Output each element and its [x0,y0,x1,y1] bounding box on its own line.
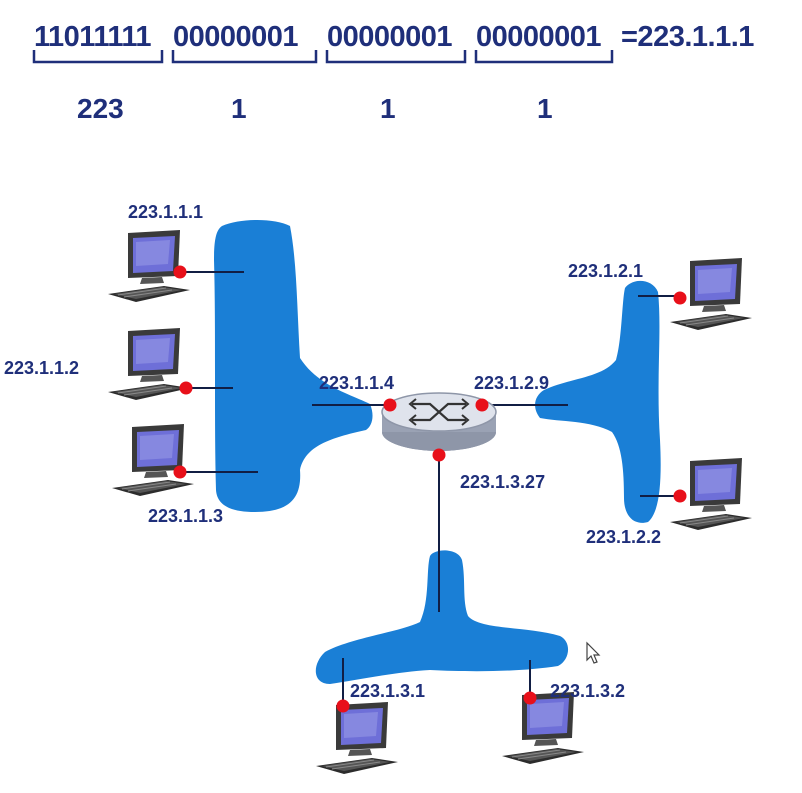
octet-2: 00000001 [173,21,298,53]
octet-4-brace [474,50,614,64]
decimal-1: 223 [77,93,124,124]
interface-dot [179,381,193,395]
interface-dot [383,398,397,412]
octet-1-brace [32,50,164,64]
host-label-223-1-2-1: 223.1.2.1 [568,261,643,281]
computer-icon [501,691,585,765]
links [180,271,680,706]
decimal-2: 1 [231,93,247,124]
octet-3: 00000001 [327,21,452,53]
octet-2-brace [171,50,318,64]
network-223-1-3 [315,550,569,684]
octet-1: 11011111 [34,21,151,53]
interface-dot [173,265,187,279]
decimal-4: 1 [537,93,553,124]
dotted-decimal-result: =223.1.1.1 [621,21,754,53]
router-label-if3: 223.1.3.27 [460,472,545,492]
computer-icon [111,423,195,497]
host-label-223-1-1-1: 223.1.1.1 [128,202,203,222]
host-label-223-1-1-3: 223.1.1.3 [148,506,223,526]
mouse-cursor-icon [586,641,601,664]
interface-dot [673,291,687,305]
octet-3-brace [325,50,467,64]
host-label-223-1-2-2: 223.1.2.2 [586,527,661,547]
interface-dot [475,398,489,412]
computer-icon [315,701,399,775]
router-label-if2: 223.1.2.9 [474,373,549,393]
computer-icon [107,327,191,401]
octet-4: 00000001 [476,21,601,53]
ip-labels: 223.1.1.1 223.1.1.2 223.1.1.3 223.1.2.1 … [4,202,661,701]
host-label-223-1-1-2: 223.1.1.2 [4,358,79,378]
network-223-1-1 [214,220,373,512]
network-223-1-2 [535,280,661,523]
binary-header: 11011111 00000001 00000001 00000001 =223… [32,21,755,124]
router-icon [381,392,497,451]
interface-dot [173,465,187,479]
interfaces [173,265,687,713]
host-label-223-1-3-2: 223.1.3.2 [550,681,625,701]
interface-dot [523,691,537,705]
router-label-if1: 223.1.1.4 [319,373,394,393]
host-label-223-1-3-1: 223.1.3.1 [350,681,425,701]
decimal-3: 1 [380,93,396,124]
interface-dot [432,448,446,462]
interface-dot [673,489,687,503]
interface-dot [336,699,350,713]
